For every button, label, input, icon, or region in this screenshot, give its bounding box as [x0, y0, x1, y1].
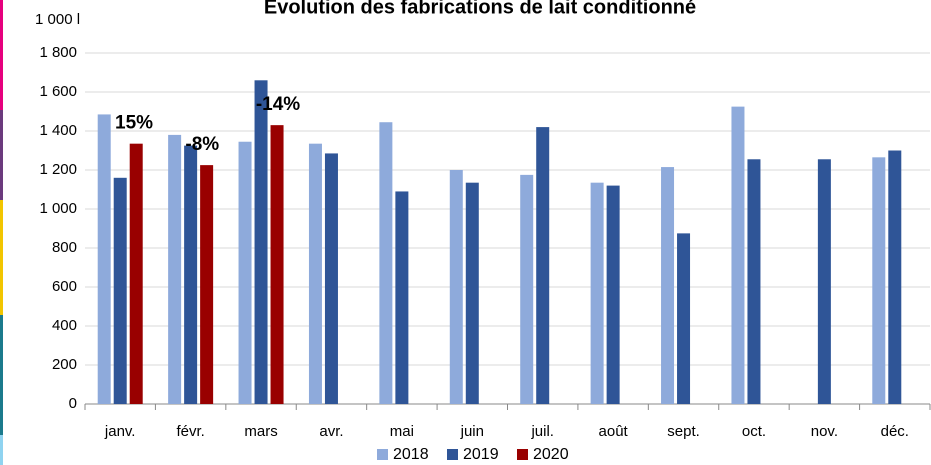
- y-tick-label: 1 600: [39, 83, 77, 100]
- stripe: [0, 110, 3, 200]
- y-tick-label: 1 800: [39, 44, 77, 61]
- legend-swatch: [447, 449, 458, 460]
- bar: [113, 177, 127, 404]
- y-tick-label: 0: [69, 395, 77, 412]
- annotation: 15%: [115, 113, 153, 134]
- bar: [731, 106, 745, 404]
- bar: [200, 165, 214, 404]
- x-tick-label: juil.: [530, 423, 554, 440]
- bar: [184, 145, 198, 404]
- bar: [520, 174, 534, 404]
- stripe: [0, 315, 3, 435]
- y-tick-label: 800: [52, 239, 77, 256]
- y-unit: 1 000 l: [35, 11, 80, 28]
- bar: [97, 114, 111, 405]
- y-tick-label: 600: [52, 278, 77, 295]
- bar: [661, 167, 675, 404]
- bar: [888, 150, 902, 404]
- annotation: -14%: [256, 94, 300, 115]
- x-tick-label: déc.: [881, 423, 909, 440]
- stripe: [0, 0, 3, 110]
- bar: [324, 153, 338, 404]
- y-tick-label: 200: [52, 356, 77, 373]
- y-tick-label: 400: [52, 317, 77, 334]
- stripe: [0, 200, 3, 315]
- y-tick-label: 1 400: [39, 122, 77, 139]
- bar: [395, 191, 409, 404]
- bar: [817, 159, 831, 404]
- stripe: [0, 435, 3, 465]
- bar: [590, 182, 604, 404]
- x-tick-label: août: [599, 423, 629, 440]
- legend-label: 2019: [463, 446, 499, 463]
- annotation: -8%: [185, 134, 219, 155]
- bar: [536, 127, 550, 404]
- legend-swatch: [517, 449, 528, 460]
- x-tick-label: sept.: [667, 423, 700, 440]
- y-tick-label: 1 200: [39, 161, 77, 178]
- legend-label: 2018: [393, 446, 429, 463]
- x-tick-label: oct.: [742, 423, 766, 440]
- y-tick-label: 1 000: [39, 200, 77, 217]
- chart-title: Évolution des fabrications de lait condi…: [264, 0, 696, 18]
- bar: [872, 157, 886, 404]
- x-tick-label: juin: [460, 423, 484, 440]
- bar: [129, 143, 143, 405]
- bar: [379, 122, 393, 404]
- bar: [168, 134, 182, 404]
- x-tick-label: nov.: [811, 423, 838, 440]
- bar: [238, 141, 252, 404]
- x-tick-label: avr.: [319, 423, 343, 440]
- bar: [465, 182, 479, 404]
- bar: [677, 233, 691, 404]
- bar: [270, 125, 284, 405]
- bar: [308, 143, 322, 405]
- x-tick-label: mars: [244, 423, 277, 440]
- legend-label: 2020: [533, 446, 569, 463]
- legend-swatch: [377, 449, 388, 460]
- bar: [449, 170, 463, 404]
- bar: [606, 185, 620, 404]
- bar: [747, 159, 761, 404]
- x-tick-label: mai: [390, 423, 414, 440]
- x-tick-label: févr.: [176, 423, 204, 440]
- bar: [254, 80, 268, 405]
- x-tick-label: janv.: [104, 423, 136, 440]
